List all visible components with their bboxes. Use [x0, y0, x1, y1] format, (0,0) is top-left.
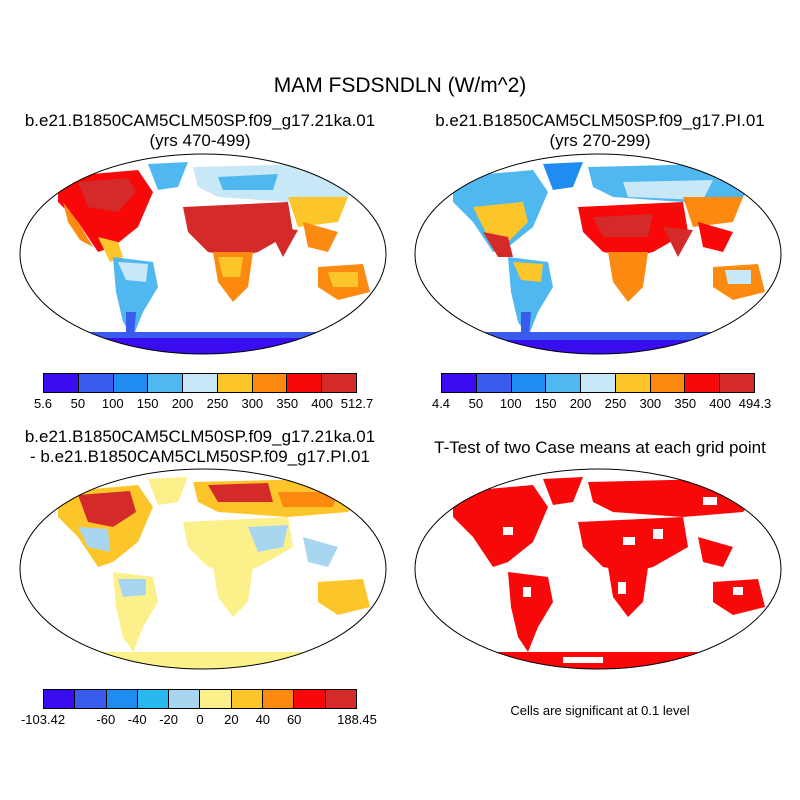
australia: [318, 579, 370, 615]
colorbar-tick-label: 494.3: [738, 396, 772, 411]
panel1-title-line1: b.e21.B1850CAM5CLM50SP.f09_g17.21ka.01: [24, 111, 376, 130]
colorbar-swatch: [322, 374, 357, 392]
significance-note: Cells are significant at 0.1 level: [510, 703, 690, 718]
colorbar-swatch: [287, 374, 323, 392]
africa-middle-east: [183, 202, 293, 257]
colorbar-tick-label: -40: [127, 712, 147, 727]
panel2-title-line2: (yrs 270-299): [549, 131, 651, 150]
colorbar-swatch: [325, 690, 356, 708]
colorbar-swatch: [217, 374, 253, 392]
colorbar-pi-labels: 4.4 50 100 150 200 250 300 350 400 494.3: [432, 396, 771, 412]
colorbar-tick-label: 20: [224, 712, 239, 727]
africa-south: [608, 567, 648, 617]
colorbar-swatch: [231, 690, 264, 708]
panel2-title-line1: b.e21.B1850CAM5CLM50SP.f09_g17.PI.01: [435, 111, 765, 130]
colorbar-swatch: [546, 374, 582, 392]
north-america: [453, 485, 548, 567]
eurasia-north: [193, 164, 363, 202]
greenland: [543, 477, 583, 505]
africa-south: [213, 567, 253, 617]
colorbar-swatch: [263, 690, 295, 708]
australia: [713, 579, 765, 615]
colorbar-tick-label: 188.45: [337, 712, 377, 727]
colorbar-swatch: [137, 690, 170, 708]
colorbar-tick-label: 100: [101, 396, 124, 411]
south-america: [508, 572, 553, 652]
figure-title: MAM FSDSNDLN (W/m^2): [273, 74, 527, 97]
map-ttest: [414, 468, 782, 670]
colorbar-tick-label: 350: [674, 396, 697, 411]
colorbar-pi: [441, 373, 755, 393]
panel2-title: b.e21.B1850CAM5CLM50SP.f09_g17.PI.01 (yr…: [400, 111, 800, 151]
colorbar-swatch: [442, 374, 477, 392]
panel1-title-line2: (yrs 470-499): [149, 131, 251, 150]
colorbar-swatch: [200, 690, 232, 708]
colorbar-swatch: [581, 374, 616, 392]
colorbar-swatch: [44, 690, 76, 708]
eurasia-north: [588, 479, 758, 517]
colorbar-tick-label: 40: [255, 712, 271, 727]
colorbar-swatch: [511, 374, 547, 392]
colorbar-swatch: [685, 374, 721, 392]
colorbar-tick-label: 250: [604, 396, 627, 411]
colorbar-tick-label: 200: [569, 396, 592, 411]
colorbar-swatch: [615, 374, 651, 392]
colorbar-tick-label: -103.42: [20, 712, 66, 727]
colorbar-tick-label: 512.7: [340, 396, 374, 411]
greenland: [543, 162, 583, 190]
panel1-title: b.e21.B1850CAM5CLM50SP.f09_g17.21ka.01 (…: [0, 111, 400, 151]
colorbar-swatch: [148, 374, 184, 392]
colorbar-swatch: [650, 374, 686, 392]
colorbar-tick-label: 250: [206, 396, 229, 411]
colorbar-tick-label: 5.6: [33, 396, 53, 411]
greenland: [148, 162, 188, 190]
colorbar-swatch: [169, 690, 201, 708]
panel4-title: T-Test of two Case means at each grid po…: [400, 438, 800, 458]
colorbar-tick-label: 200: [171, 396, 194, 411]
colorbar-21ka: [43, 373, 357, 393]
colorbar-tick-label: 100: [499, 396, 522, 411]
panel3-title-line1: b.e21.B1850CAM5CLM50SP.f09_g17.21ka.01: [24, 427, 376, 446]
greenland: [148, 477, 188, 505]
colorbar-tick-label: 150: [136, 396, 159, 411]
colorbar-tick-label: 300: [639, 396, 662, 411]
africa-south: [608, 252, 648, 302]
panel3-title-line2: - b.e21.B1850CAM5CLM50SP.f09_g17.PI.01: [30, 447, 370, 466]
south-america: [508, 257, 553, 337]
colorbar-tick-label: 0: [196, 712, 204, 727]
panel3-title: b.e21.B1850CAM5CLM50SP.f09_g17.21ka.01 -…: [0, 427, 400, 467]
map-pi: [414, 153, 782, 355]
colorbar-swatch: [720, 374, 755, 392]
colorbar-21ka-labels: 5.6 50 100 150 200 250 300 350 400 512.7: [34, 396, 373, 412]
colorbar-swatch: [106, 690, 138, 708]
colorbar-tick-label: 400: [311, 396, 333, 411]
colorbar-swatch: [44, 374, 79, 392]
colorbar-swatch: [113, 374, 149, 392]
panel4-title-line1: T-Test of two Case means at each grid po…: [434, 438, 766, 457]
colorbar-swatch: [252, 374, 288, 392]
colorbar-swatch: [476, 374, 512, 392]
colorbar-swatch: [294, 690, 326, 708]
south-america: [113, 257, 158, 337]
colorbar-tick-label: 300: [241, 396, 264, 411]
colorbar-tick-label: -60: [96, 712, 116, 727]
colorbar-tick-label: 350: [276, 396, 299, 411]
colorbar-tick-label: 60: [286, 712, 302, 727]
colorbar-swatch: [183, 374, 218, 392]
colorbar-tick-label: 150: [534, 396, 557, 411]
colorbar-tick-label: -20: [159, 712, 178, 727]
colorbar-swatch: [78, 374, 114, 392]
colorbar-difference-labels: -103.42 -60 -40 -20 0 20 40 60 188.45: [21, 712, 377, 728]
colorbar-difference: [43, 689, 357, 709]
colorbar-tick-label: 400: [709, 396, 731, 411]
map-difference: [19, 468, 387, 670]
map-21ka: [19, 153, 387, 355]
colorbar-tick-label: 50: [468, 396, 484, 411]
colorbar-tick-label: 4.4: [431, 396, 451, 411]
colorbar-tick-label: 50: [70, 396, 86, 411]
colorbar-swatch: [75, 690, 107, 708]
